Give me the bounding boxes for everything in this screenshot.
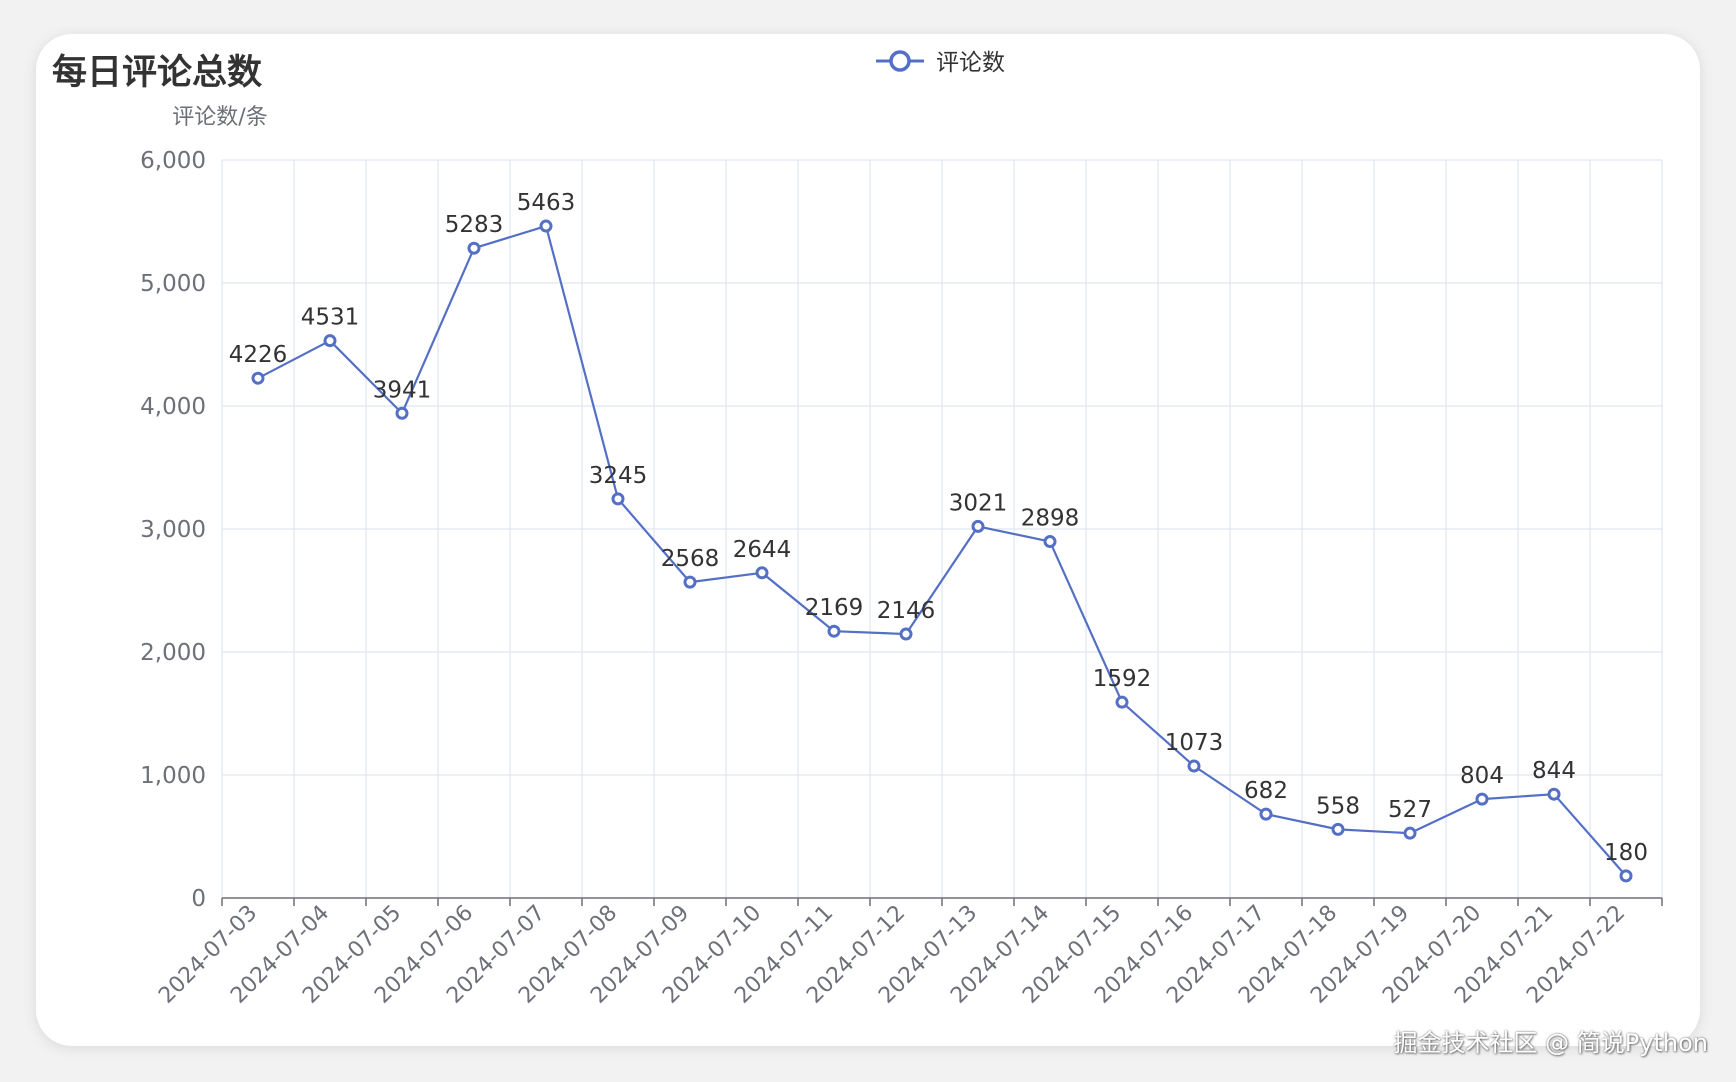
- data-point[interactable]: [1331, 822, 1345, 836]
- legend-label[interactable]: 评论数: [936, 50, 1005, 76]
- legend[interactable]: 评论数: [876, 50, 1005, 76]
- data-point[interactable]: [251, 371, 265, 385]
- legend-circle-icon: [889, 50, 911, 72]
- series-layer: [251, 219, 1633, 883]
- data-point[interactable]: [1403, 826, 1417, 840]
- y-tick-label: 0: [191, 886, 206, 912]
- data-point[interactable]: [539, 219, 553, 233]
- y-tick-label: 2,000: [140, 640, 206, 666]
- data-label: 3941: [373, 377, 432, 403]
- chart-title: 每日评论总数: [52, 53, 263, 93]
- watermark: 掘金技术社区 @ 简说Python: [1393, 1029, 1708, 1057]
- y-tick-label: 1,000: [140, 763, 206, 789]
- data-label: 1073: [1165, 730, 1224, 756]
- data-label: 5463: [517, 190, 576, 216]
- data-point[interactable]: [467, 241, 481, 255]
- data-point[interactable]: [1475, 792, 1489, 806]
- data-point[interactable]: [611, 492, 625, 506]
- data-label: 2146: [877, 598, 936, 624]
- data-label: 682: [1244, 778, 1288, 804]
- data-label: 180: [1604, 840, 1648, 866]
- data-label: 804: [1460, 763, 1504, 789]
- chart-card: [36, 34, 1700, 1046]
- y-tick-label: 3,000: [140, 517, 206, 543]
- data-point[interactable]: [899, 627, 913, 641]
- data-labels: 4226 4531 3941 5283 5463 3245 2568 2644 2169 2146…: [229, 190, 1648, 866]
- data-label: 3245: [589, 463, 648, 489]
- data-label: 2644: [733, 537, 792, 563]
- data-label: 844: [1532, 758, 1576, 784]
- data-label: 5283: [445, 212, 504, 238]
- data-point[interactable]: [827, 624, 841, 638]
- axes: 01,0002,0003,0004,0005,0006,0002024-07-0…: [140, 148, 1663, 1009]
- data-point[interactable]: [1187, 759, 1201, 773]
- data-label: 3021: [949, 490, 1008, 516]
- data-label: 558: [1316, 793, 1360, 819]
- y-axis-label: 评论数/条: [172, 105, 267, 130]
- data-point[interactable]: [1619, 869, 1633, 883]
- grid-lines: [221, 159, 1663, 898]
- data-label: 2568: [661, 546, 720, 572]
- y-tick-label: 4,000: [140, 394, 206, 420]
- y-tick-label: 5,000: [140, 271, 206, 297]
- data-label: 1592: [1093, 666, 1152, 692]
- data-point[interactable]: [1043, 535, 1057, 549]
- data-point[interactable]: [755, 566, 769, 580]
- data-point[interactable]: [1259, 807, 1273, 821]
- y-tick-label: 6,000: [140, 148, 206, 174]
- data-point[interactable]: [1547, 787, 1561, 801]
- data-label: 2169: [805, 595, 864, 621]
- data-point[interactable]: [683, 575, 697, 589]
- data-point[interactable]: [395, 406, 409, 420]
- data-point[interactable]: [971, 519, 985, 533]
- data-label: 527: [1388, 797, 1432, 823]
- data-label: 4531: [301, 305, 360, 331]
- data-point[interactable]: [1115, 695, 1129, 709]
- data-point[interactable]: [323, 334, 337, 348]
- data-label: 2898: [1021, 506, 1080, 532]
- data-label: 4226: [229, 342, 288, 368]
- series-line-comments: [257, 224, 1627, 877]
